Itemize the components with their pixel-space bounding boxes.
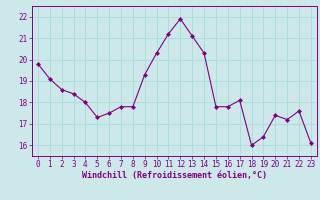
X-axis label: Windchill (Refroidissement éolien,°C): Windchill (Refroidissement éolien,°C)	[82, 171, 267, 180]
